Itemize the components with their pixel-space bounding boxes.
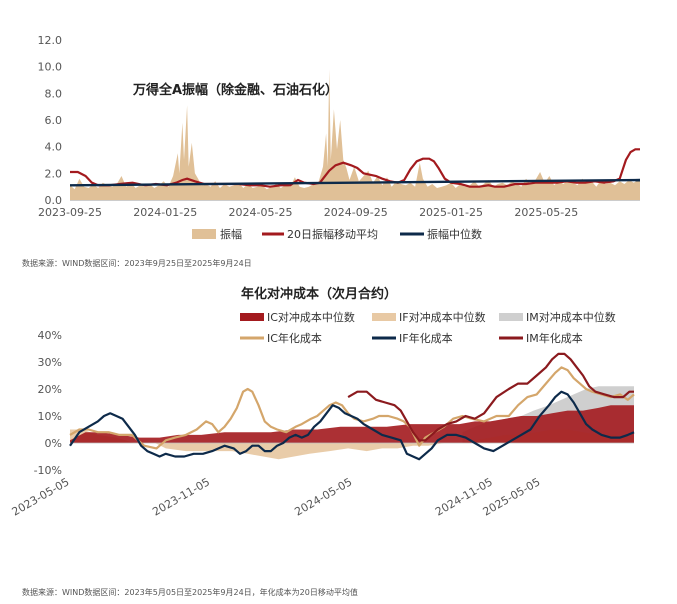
ic-median-area (70, 405, 634, 443)
legend-label-if: IF年化成本 (399, 331, 453, 345)
chart2-legend: IC对冲成本中位数 IF对冲成本中位数 IM对冲成本中位数 IC年化成本 IF年… (240, 310, 616, 345)
y-tick-label: 30% (38, 356, 62, 369)
legend-label-if-median: IF对冲成本中位数 (399, 310, 486, 324)
y-tick-label: 8.0 (45, 87, 63, 100)
x-tick-label: 2024-05-25 (229, 206, 293, 219)
x-tick-label: 2024-01-25 (133, 206, 197, 219)
legend-label-ic: IC年化成本 (267, 331, 322, 345)
x-tick-label: 2023-09-25 (38, 206, 102, 219)
legend-swatch-im-median (499, 313, 523, 321)
legend-swatch-if-median (372, 313, 396, 321)
y-tick-label: 4.0 (45, 141, 63, 154)
y-tick-label: 0.0 (45, 194, 63, 207)
hedge-cost-chart: 年化对冲成本（次月合约） IC对冲成本中位数 IF对冲成本中位数 IM对冲成本中… (10, 286, 635, 597)
chart1-source: 数据来源：WIND数据区间：2023年9月25日至2025年9月24日 (22, 258, 252, 268)
ma20-line (70, 148, 640, 188)
legend-label-im: IM年化成本 (526, 331, 583, 345)
x-tick-label: 2025-01-25 (419, 206, 483, 219)
y-tick-label: 12.0 (38, 34, 63, 47)
legend-label-ma20: 20日振幅移动平均 (287, 227, 378, 241)
legend-label-im-median: IM对冲成本中位数 (526, 310, 616, 324)
y-tick-label: 10.0 (38, 61, 63, 74)
y-tick-label: 2.0 (45, 167, 63, 180)
if-median-area (70, 429, 634, 460)
amplitude-area (70, 69, 640, 200)
y-tick-label: 40% (38, 329, 62, 342)
x-tick-label: 2025-05-25 (514, 206, 578, 219)
ic-cost-line (69, 366, 635, 450)
median-line (69, 178, 641, 187)
x-tick-label: 2023-11-05 (150, 475, 212, 518)
chart1-legend: 振幅 20日振幅移动平均 振幅中位数 (192, 227, 482, 241)
chart2-title: 年化对冲成本（次月合约） (241, 286, 397, 302)
legend-swatch-ic-median (240, 313, 264, 321)
chart2-source: 数据来源：WIND数据区间：2023年5月05日至2025年9月24日，年化成本… (22, 587, 358, 597)
legend-label-median: 振幅中位数 (427, 227, 482, 241)
y-tick-label: -10% (34, 464, 62, 477)
if-cost-line (69, 390, 635, 461)
amplitude-chart: 0.0 2.0 4.0 6.0 8.0 10.0 12.0 2023-09-25 2024-0… (22, 34, 641, 268)
legend-swatch-amplitude (192, 229, 216, 239)
y-tick-label: 6.0 (45, 114, 63, 127)
x-tick-label: 2024-05-05 (292, 475, 354, 518)
x-tick-label: 2024-09-25 (324, 206, 388, 219)
x-tick-label: 2023-05-05 (10, 475, 72, 518)
legend-label-ic-median: IC对冲成本中位数 (267, 310, 355, 324)
chart1-title: 万得全A振幅（除金融、石油石化） (132, 82, 338, 98)
im-cost-line (347, 352, 634, 442)
legend-label-amplitude: 振幅 (220, 227, 242, 241)
y-tick-label: 20% (38, 383, 62, 396)
y-tick-label: 0% (45, 437, 62, 450)
y-tick-label: 10% (38, 410, 62, 423)
